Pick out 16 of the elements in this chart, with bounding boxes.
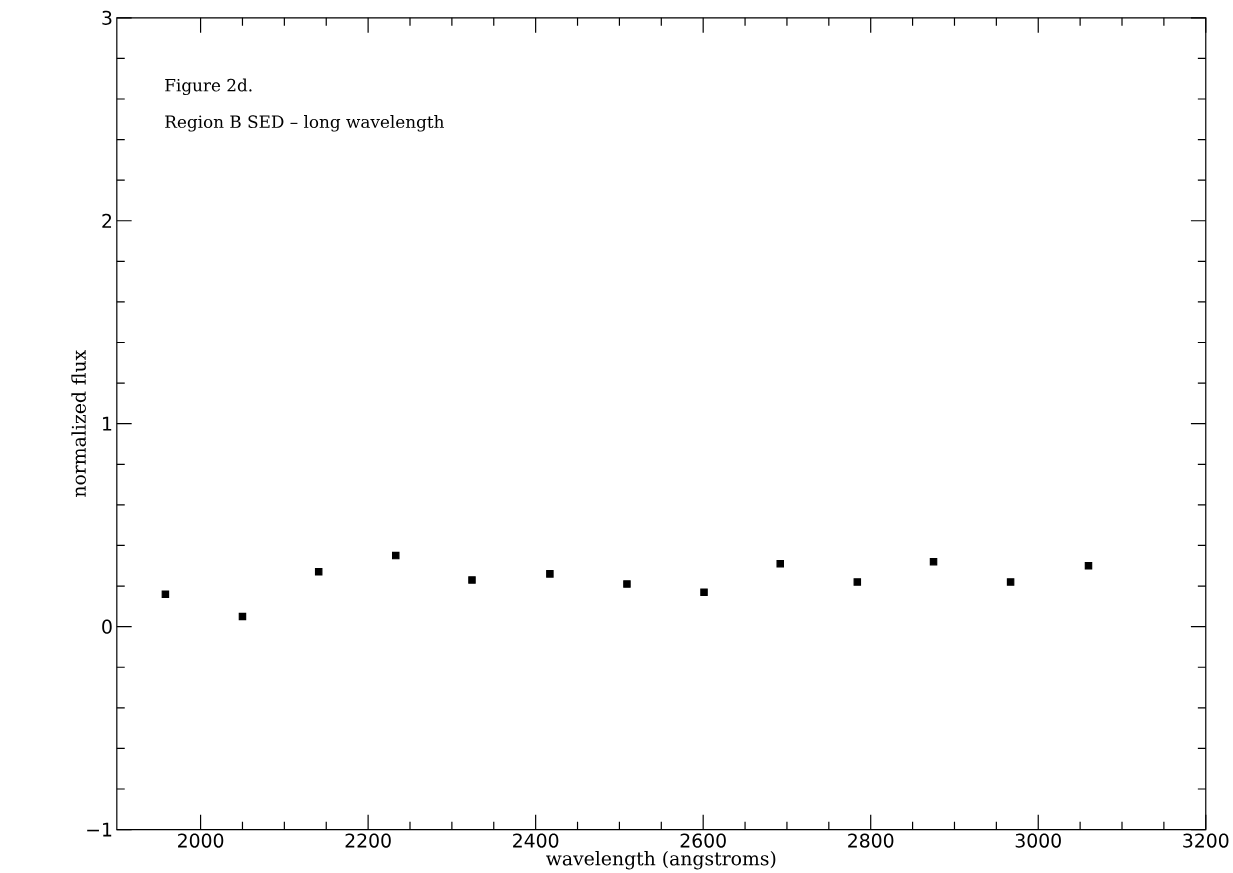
x-tick-label: 3200 — [1183, 833, 1229, 848]
x-tick-label: 3000 — [1015, 833, 1061, 848]
y-tick-label: 0 — [102, 619, 112, 634]
y-tick-label: 3 — [102, 10, 112, 26]
x-tick-label: 2800 — [848, 833, 894, 848]
x-axis-title: wavelength (angstroms) — [546, 851, 776, 870]
y-axis-title: normalized flux — [71, 350, 86, 498]
annotation: Figure 2d. — [165, 78, 252, 96]
x-tick-label: 2600 — [680, 833, 726, 848]
x-tick-label: 2200 — [345, 833, 391, 848]
y-tick-label: 1 — [103, 416, 112, 431]
x-tick-label: 2000 — [178, 833, 224, 848]
x-tick-label: 2400 — [513, 833, 559, 848]
y-tick-label: 2 — [102, 213, 112, 228]
annotation: Region B SED – long wavelength — [165, 115, 444, 132]
y-tick-label: −1 — [87, 822, 112, 837]
